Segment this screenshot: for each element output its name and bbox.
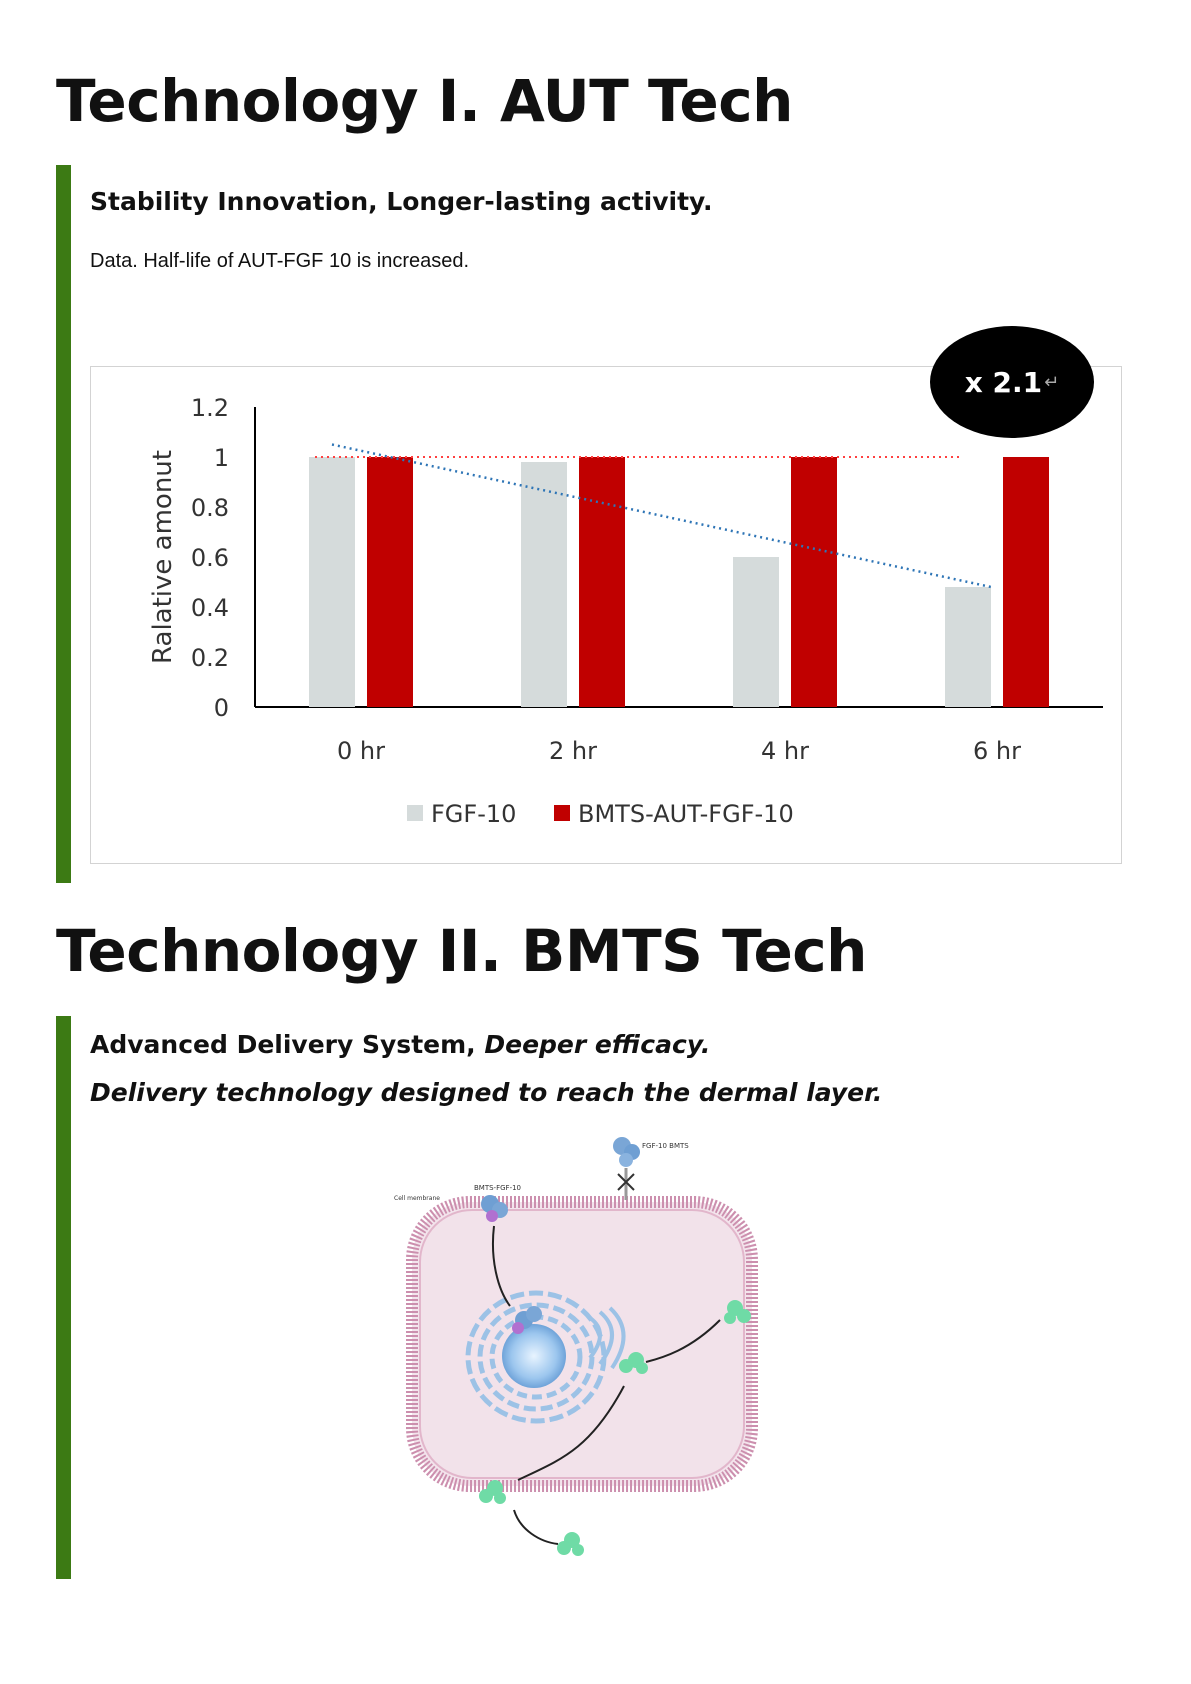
x-tick-label: 0 hr [337,737,385,765]
legend-label: FGF-10 [431,800,516,828]
diagram-label-membrane: Cell membrane [394,1195,440,1202]
bar-fgf-10 [945,587,991,707]
y-tick-label: 0.6 [191,544,229,572]
return-mark-icon: ↵ [1044,371,1060,393]
y-tick-label: 0.8 [191,494,229,522]
section-2-title: Technology II. BMTS Tech [56,917,867,985]
section-2-subtitle-part2: Deeper efficacy. [484,1030,711,1059]
bar-bmts-aut-fgf-10 [1003,457,1049,707]
section-2-accent-bar [56,1016,71,1579]
bmts-delivery-diagram: FGF-10 BMTS BMTS-FGF-10 Cell membrane [394,1137,758,1556]
section-2-subtitle-part1: Advanced Delivery System, [90,1030,485,1059]
section-1-subtitle: Stability Innovation, Longer-lasting act… [90,187,713,216]
bar-bmts-aut-fgf-10 [579,457,625,707]
x-tick-label: 2 hr [549,737,597,765]
golgi-apparatus [588,1306,626,1370]
x-tick-label: 6 hr [973,737,1021,765]
bar-fgf-10 [733,557,779,707]
trend-line [331,443,992,589]
bar-bmts-aut-fgf-10 [367,457,413,707]
bar-bmts-aut-fgf-10 [791,457,837,707]
protein-in-nucleus-icon [512,1306,542,1334]
bar-fgf-10 [309,457,355,707]
y-tick-label: 1.2 [191,394,229,422]
half-life-chart: 0 0.2 0.4 0.6 0.8 1 1.2 Ralative amonut 0 hr 2 hr… [90,366,1122,864]
y-tick-label: 0.2 [191,644,229,672]
y-tick-label: 1 [214,444,229,472]
bar-fgf-10 [521,462,567,707]
protein-top-icon [613,1137,640,1200]
y-tick-label: 0 [214,694,229,722]
y-axis-label: Ralative amonut [148,450,178,664]
green-protein-icon [479,1300,751,1556]
bmts-fgf10-complex-icon [481,1195,508,1222]
chart-svg: 0 0.2 0.4 0.6 0.8 1 1.2 Ralative amonut 0 hr 2 hr… [148,394,1103,828]
badge-value: x 2.1 [964,365,1043,399]
section-2-subtitle: Advanced Delivery System, Deeper efficac… [90,1030,710,1059]
diagram-label-bmts: BMTS-FGF-10 [474,1184,521,1192]
pathway-arrows [491,1225,721,1545]
section-1-accent-bar [56,165,71,883]
x-tick-label: 4 hr [761,737,809,765]
diagram-label-top: FGF-10 BMTS [642,1142,689,1150]
legend-label: BMTS-AUT-FGF-10 [578,800,794,828]
chart-caption: Data. Half-life of AUT-FGF 10 is increas… [90,250,470,272]
fold-increase-badge: x 2.1 ↵ [930,326,1094,438]
section-1-title: Technology I. AUT Tech [56,67,793,135]
section-2-subtitle-line2: Delivery technology designed to reach th… [90,1078,883,1107]
legend-swatch-bmts-aut-fgf-10 [554,805,570,821]
legend-swatch-fgf-10 [407,805,423,821]
y-tick-label: 0.4 [191,594,229,622]
nucleus [502,1324,566,1388]
